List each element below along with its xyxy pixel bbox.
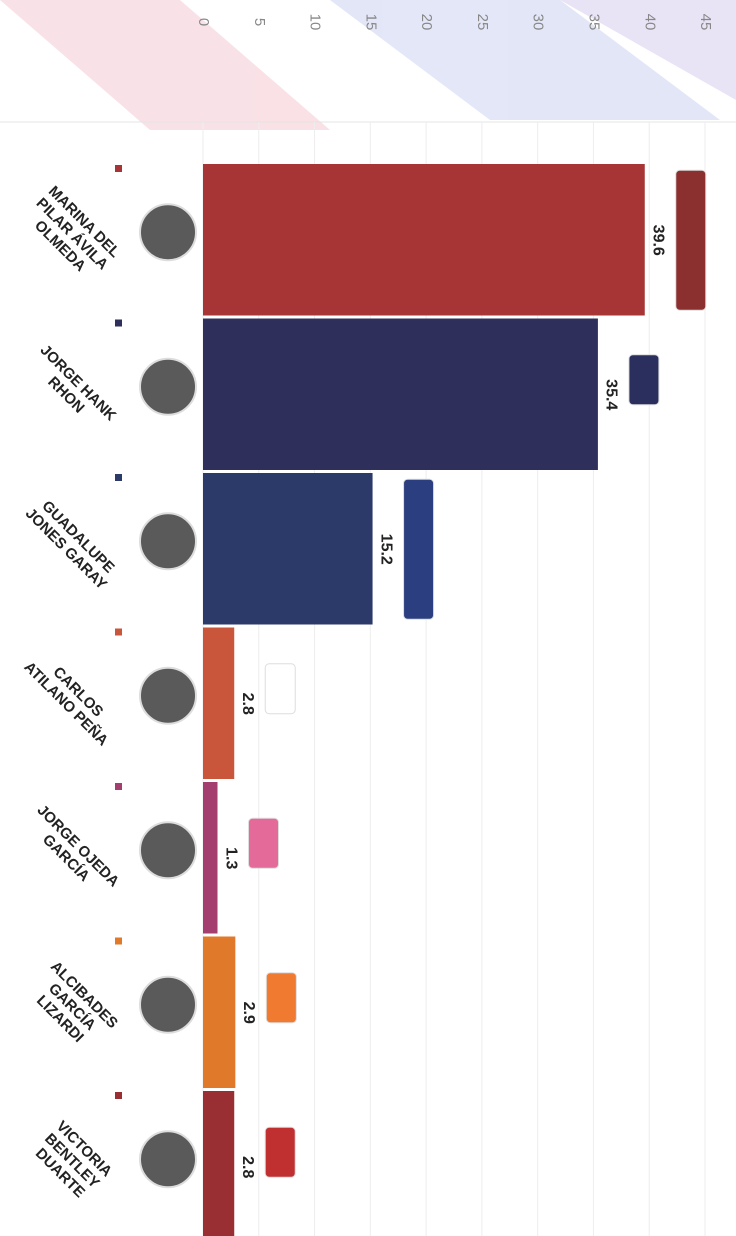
legend-dot: [115, 1092, 122, 1099]
x-tick-label: 5: [251, 18, 268, 26]
x-tick-label: 30: [530, 14, 547, 31]
party-logo: [403, 478, 435, 620]
candidate-photo: [139, 975, 197, 1034]
legend-dot: [115, 474, 122, 481]
legend-dot: [115, 319, 122, 327]
candidate-photo: [139, 357, 197, 416]
x-tick-label: 35: [585, 14, 602, 31]
bar: [203, 473, 373, 625]
bar: [203, 627, 235, 779]
candidate-photo: [139, 1130, 197, 1189]
value-label: 2.9: [240, 1002, 257, 1024]
bar: [203, 782, 218, 934]
legend-dot: [115, 628, 122, 636]
party-logo: [265, 972, 297, 1024]
party-logo: [628, 354, 660, 406]
party-logo: [675, 169, 707, 311]
x-tick-label: 0: [195, 18, 212, 26]
x-tick-label: 20: [418, 14, 435, 31]
background-decoration: [0, 0, 736, 130]
x-tick-label: 25: [474, 14, 491, 31]
x-tick-label: 45: [697, 14, 714, 31]
bar: [203, 936, 236, 1088]
candidate-photo: [139, 821, 197, 880]
x-tick-label: 10: [307, 14, 324, 31]
legend-dot: [115, 165, 122, 172]
value-label: 39.6: [650, 225, 667, 256]
candidate-photo: [139, 512, 197, 571]
value-label: 2.8: [239, 1156, 256, 1178]
value-label: 1.3: [222, 847, 239, 869]
legend-dot: [115, 937, 122, 945]
party-logo: [264, 663, 296, 715]
bar: [203, 318, 598, 470]
candidate-photo: [139, 203, 197, 262]
bar: [203, 1091, 235, 1236]
legend-dot: [115, 783, 122, 790]
bar: [203, 164, 645, 316]
x-tick-label: 15: [362, 14, 379, 31]
x-tick-label: 40: [641, 14, 658, 31]
candidate-photo: [139, 666, 197, 725]
value-label: 2.8: [239, 693, 256, 715]
value-label: 35.4: [603, 379, 620, 410]
party-logo: [248, 817, 280, 869]
party-logo: [264, 1126, 296, 1178]
value-label: 15.2: [377, 534, 394, 565]
